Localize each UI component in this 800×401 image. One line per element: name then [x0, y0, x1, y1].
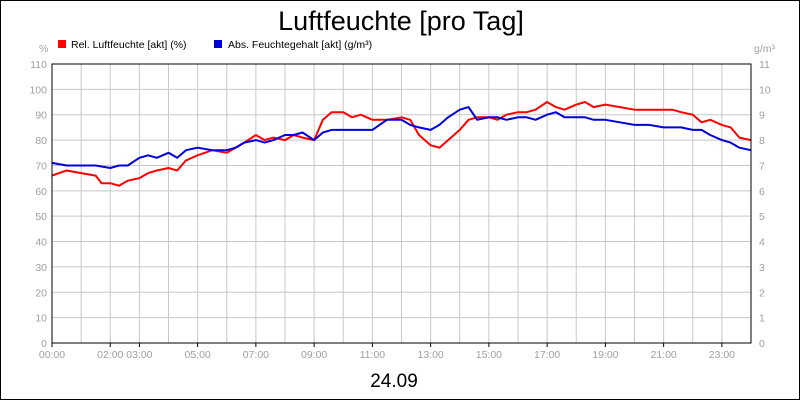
y-unit-left: %	[39, 43, 48, 55]
x-tick-label: 21:00	[650, 349, 676, 361]
tick-layer: 0 10 20 30 40 50 60 70 80 90 100 110 0 1 2 3 4 5 6 7 8 9 10 11 0…	[29, 59, 770, 361]
x-tick-label: 05:00	[184, 349, 210, 361]
y-tick-label-left: 60	[35, 186, 47, 198]
series-line-abs-humidity	[51, 106, 752, 169]
y-tick-label-left: 50	[35, 211, 47, 223]
y-tick-label-right: 4	[759, 237, 765, 249]
y-tick-label-right: 9	[759, 110, 765, 122]
y-tick-label-left: 100	[29, 84, 47, 96]
legend-swatch-rel	[58, 40, 66, 48]
x-tick-label: 09:00	[301, 349, 327, 361]
y-tick-label-left: 110	[30, 59, 47, 71]
x-tick-label: 11:00	[360, 349, 386, 361]
y-tick-label-left: 20	[35, 287, 47, 299]
legend-label-abs: Abs. Feuchtegehalt [akt] (g/m³)	[228, 39, 372, 51]
date-label: 24.09	[370, 371, 418, 392]
x-tick-label: 03:00	[126, 349, 152, 361]
y-unit-right: g/m³	[754, 43, 776, 55]
x-tick-label: 15:00	[476, 349, 502, 361]
chart-title: Luftfeuchte [pro Tag]	[278, 6, 524, 36]
grid-layer	[52, 63, 751, 344]
y-tick-label-right: 1	[759, 313, 765, 325]
plot-border	[51, 63, 752, 344]
y-tick-label-right: 6	[759, 186, 765, 198]
x-tick-label: 07:00	[243, 349, 269, 361]
y-tick-label-right: 2	[759, 287, 765, 299]
x-tick-label: 02:00	[97, 349, 123, 361]
y-tick-label-right: 5	[759, 211, 765, 223]
y-tick-label-left: 30	[35, 262, 47, 274]
y-tick-label-left: 90	[35, 110, 47, 122]
series-line-rel-humidity	[51, 101, 752, 187]
y-tick-label-left: 70	[35, 160, 47, 172]
y-tick-label-left: 10	[35, 313, 47, 325]
legend-label-rel: Rel. Luftfeuchte [akt] (%)	[71, 39, 187, 51]
x-tick-label: 17:00	[534, 349, 560, 361]
legend-swatch-abs	[214, 40, 222, 48]
x-tick-label: 23:00	[709, 349, 735, 361]
y-tick-label-left: 80	[35, 135, 47, 147]
y-tick-label-left: 40	[35, 237, 47, 249]
series-layer	[51, 101, 752, 187]
y-tick-label-right: 0	[759, 338, 765, 350]
y-tick-label-right: 10	[759, 84, 771, 96]
x-tick-label: 00:00	[39, 349, 65, 361]
y-tick-label-right: 11	[759, 59, 770, 71]
x-tick-label: 19:00	[592, 349, 618, 361]
y-tick-label-right: 7	[759, 160, 765, 172]
x-tick-label: 13:00	[417, 349, 443, 361]
y-tick-label-left: 0	[41, 338, 47, 350]
y-tick-label-right: 8	[759, 135, 765, 147]
y-tick-label-right: 3	[759, 262, 765, 274]
